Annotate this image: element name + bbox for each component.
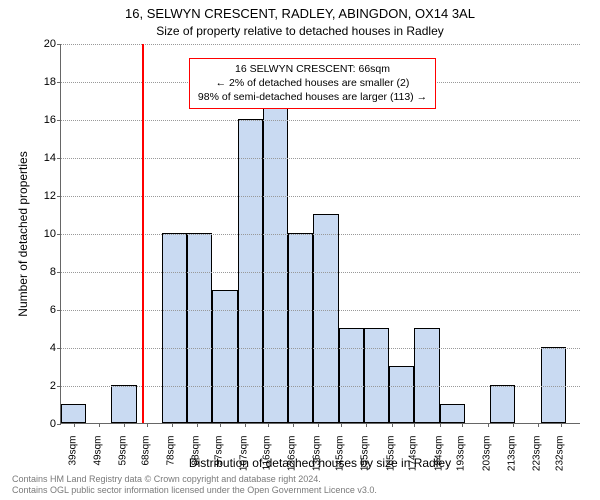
ytick-mark: [57, 424, 61, 425]
gridline: [61, 44, 580, 45]
xtick-mark: [74, 423, 75, 427]
xtick-label: 49sqm: [92, 436, 103, 486]
xtick-label: 39sqm: [67, 436, 78, 486]
histogram-bar: [238, 119, 263, 423]
gridline: [61, 272, 580, 273]
xtick-mark: [488, 423, 489, 427]
footer-line2: Contains OGL public sector information l…: [12, 485, 377, 496]
xtick-mark: [197, 423, 198, 427]
histogram-bar: [263, 100, 288, 423]
chart-title-line2: Size of property relative to detached ho…: [0, 24, 600, 38]
histogram-bar: [61, 404, 86, 423]
xtick-mark: [513, 423, 514, 427]
annotation-line1: 16 SELWYN CRESCENT: 66sqm: [198, 62, 427, 76]
xtick-label: 136sqm: [312, 436, 323, 486]
gridline: [61, 120, 580, 121]
histogram-bar: [187, 233, 212, 423]
xtick-label: 145sqm: [335, 436, 346, 486]
ytick-label: 20: [26, 38, 56, 50]
annotation-box: 16 SELWYN CRESCENT: 66sqm← 2% of detache…: [189, 58, 436, 109]
histogram-bar: [288, 233, 313, 423]
xtick-label: 193sqm: [456, 436, 467, 486]
xtick-mark: [268, 423, 269, 427]
ytick-mark: [57, 44, 61, 45]
ytick-label: 0: [26, 418, 56, 430]
gridline: [61, 310, 580, 311]
xtick-label: 107sqm: [239, 436, 250, 486]
xtick-label: 59sqm: [118, 436, 129, 486]
xtick-label: 88sqm: [191, 436, 202, 486]
xtick-mark: [440, 423, 441, 427]
ytick-mark: [57, 120, 61, 121]
ytick-mark: [57, 348, 61, 349]
xtick-mark: [392, 423, 393, 427]
xtick-label: 223sqm: [532, 436, 543, 486]
histogram-bar: [162, 233, 187, 423]
histogram-bar: [339, 328, 364, 423]
xtick-label: 174sqm: [408, 436, 419, 486]
histogram-bar: [389, 366, 414, 423]
xtick-mark: [245, 423, 246, 427]
xtick-mark: [318, 423, 319, 427]
ytick-label: 12: [26, 190, 56, 202]
xtick-label: 213sqm: [506, 436, 517, 486]
xtick-mark: [99, 423, 100, 427]
xtick-mark: [462, 423, 463, 427]
gridline: [61, 158, 580, 159]
xtick-mark: [341, 423, 342, 427]
xtick-mark: [124, 423, 125, 427]
gridline: [61, 196, 580, 197]
ytick-label: 18: [26, 76, 56, 88]
xtick-mark: [366, 423, 367, 427]
xtick-label: 155sqm: [360, 436, 371, 486]
xtick-mark: [561, 423, 562, 427]
xtick-label: 203sqm: [481, 436, 492, 486]
xtick-label: 78sqm: [166, 436, 177, 486]
ytick-mark: [57, 158, 61, 159]
ytick-mark: [57, 272, 61, 273]
annotation-line3: 98% of semi-detached houses are larger (…: [198, 90, 427, 104]
ytick-label: 2: [26, 380, 56, 392]
ytick-mark: [57, 386, 61, 387]
gridline: [61, 234, 580, 235]
ytick-mark: [57, 196, 61, 197]
histogram-bar: [364, 328, 389, 423]
ytick-label: 6: [26, 304, 56, 316]
gridline: [61, 386, 580, 387]
histogram-bar: [414, 328, 439, 423]
property-marker-line: [142, 44, 144, 423]
chart-title-line1: 16, SELWYN CRESCENT, RADLEY, ABINGDON, O…: [0, 6, 600, 21]
xtick-label: 97sqm: [214, 436, 225, 486]
ytick-label: 4: [26, 342, 56, 354]
ytick-label: 16: [26, 114, 56, 126]
gridline: [61, 348, 580, 349]
ytick-label: 10: [26, 228, 56, 240]
xtick-label: 165sqm: [385, 436, 396, 486]
histogram-bar: [111, 385, 136, 423]
xtick-label: 116sqm: [261, 436, 272, 486]
xtick-mark: [538, 423, 539, 427]
xtick-label: 232sqm: [554, 436, 565, 486]
ytick-mark: [57, 234, 61, 235]
xtick-label: 68sqm: [140, 436, 151, 486]
ytick-label: 8: [26, 266, 56, 278]
annotation-line2: ← 2% of detached houses are smaller (2): [198, 76, 427, 90]
ytick-label: 14: [26, 152, 56, 164]
xtick-mark: [147, 423, 148, 427]
xtick-label: 184sqm: [433, 436, 444, 486]
histogram-bar: [541, 347, 566, 423]
histogram-bar: [440, 404, 465, 423]
ytick-mark: [57, 310, 61, 311]
ytick-mark: [57, 82, 61, 83]
xtick-mark: [414, 423, 415, 427]
xtick-mark: [220, 423, 221, 427]
histogram-bar: [490, 385, 515, 423]
xtick-mark: [293, 423, 294, 427]
chart-container: 16, SELWYN CRESCENT, RADLEY, ABINGDON, O…: [0, 0, 600, 500]
histogram-bar: [313, 214, 338, 423]
xtick-label: 126sqm: [287, 436, 298, 486]
xtick-mark: [172, 423, 173, 427]
